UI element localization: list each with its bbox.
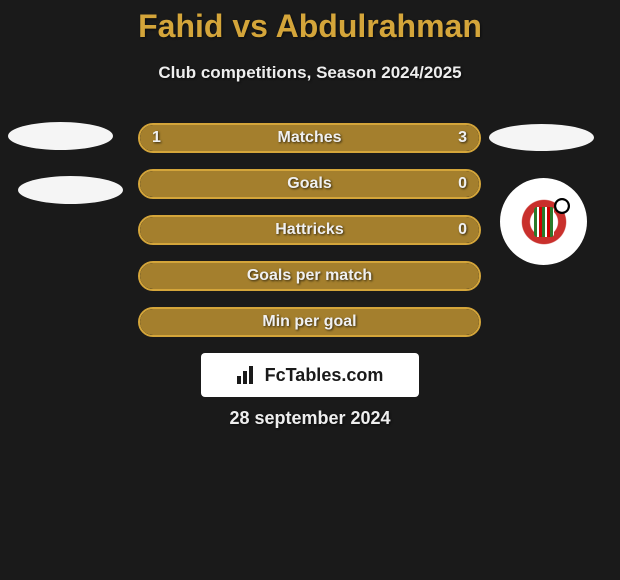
fctables-brand[interactable]: FcTables.com xyxy=(201,353,419,397)
bar-hattricks-label: Hattricks xyxy=(140,221,479,239)
date-label: 28 september 2024 xyxy=(0,408,620,429)
player-right-badge-1 xyxy=(489,124,594,151)
bar-min-per-goal: Min per goal xyxy=(138,307,481,337)
player-left-badge-1 xyxy=(8,122,113,150)
stats-bars: 1 Matches 3 Goals 0 Hattricks 0 Goals pe… xyxy=(138,123,481,353)
bar-chart-icon xyxy=(237,366,259,384)
bar-min-per-goal-label: Min per goal xyxy=(140,313,479,331)
fctables-label: FcTables.com xyxy=(265,365,384,386)
bar-goals-right-value: 0 xyxy=(458,175,467,193)
player-left-badge-2 xyxy=(18,176,123,204)
bar-goals-label: Goals xyxy=(140,175,479,193)
page-title: Fahid vs Abdulrahman xyxy=(0,0,620,45)
club-crest-icon xyxy=(512,190,576,254)
bar-hattricks: Hattricks 0 xyxy=(138,215,481,245)
bar-goals: Goals 0 xyxy=(138,169,481,199)
bar-matches: 1 Matches 3 xyxy=(138,123,481,153)
subtitle: Club competitions, Season 2024/2025 xyxy=(0,63,620,83)
bar-goals-per-match: Goals per match xyxy=(138,261,481,291)
bar-matches-label: Matches xyxy=(140,129,479,147)
bar-matches-right-value: 3 xyxy=(458,129,467,147)
bar-goals-per-match-label: Goals per match xyxy=(140,267,479,285)
bar-hattricks-right-value: 0 xyxy=(458,221,467,239)
player-right-club-badge xyxy=(500,178,587,265)
